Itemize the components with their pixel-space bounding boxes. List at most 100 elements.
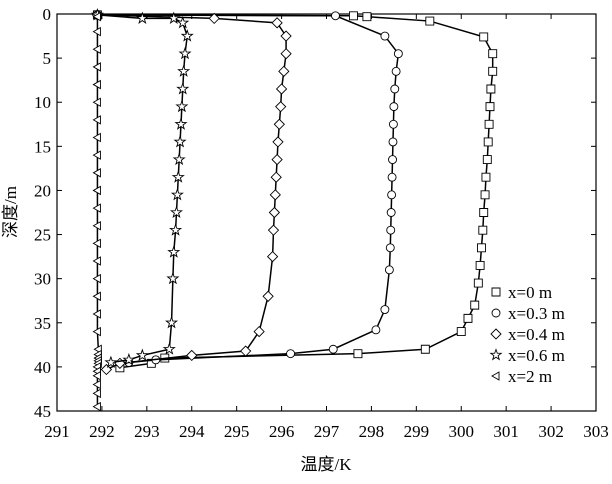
data-point [170,187,184,201]
data-point [286,349,296,359]
data-point [271,153,283,166]
y-tick-label: 5 [43,49,52,68]
data-point [280,48,292,60]
data-point [135,11,149,24]
data-point [167,11,181,24]
legend-label: x=0.6 m [508,346,565,365]
data-point [473,278,483,288]
data-point [135,348,149,361]
x-tick-label: 303 [583,422,609,441]
data-point [386,225,396,235]
x-tick-label: 293 [134,422,160,441]
data-point [456,327,466,337]
data-point [269,189,281,201]
data-point [122,352,136,366]
data-point [273,118,285,130]
data-point [479,32,489,42]
data-point [488,49,498,59]
y-tick-label: 20 [34,181,51,200]
data-point [484,119,494,129]
data-point [388,137,398,147]
data-point [391,66,401,76]
data-point [92,44,101,55]
data-point [380,31,390,41]
data-point [270,171,282,183]
data-point [387,190,397,200]
series-line [97,14,494,369]
data-point [253,325,265,338]
data-point [485,102,495,112]
data-point [349,11,358,21]
data-point [328,344,338,354]
data-point [174,117,188,130]
data-point [380,305,390,314]
data-point [278,65,290,77]
data-point [331,11,340,21]
data-point [262,290,274,302]
data-point [275,100,287,113]
data-point [477,243,486,253]
data-point [92,168,101,178]
x-tick-label: 292 [89,422,115,441]
data-point [393,49,403,59]
data-point [165,315,179,329]
x-tick-label: 299 [404,422,430,441]
data-point [178,46,192,60]
data-point [92,388,101,399]
data-point [389,102,399,112]
data-point [362,12,372,22]
y-tick-label: 35 [34,314,51,333]
data-point [92,220,101,231]
data-point [480,190,490,200]
y-tick-label: 45 [34,402,51,421]
y-axis-label: 深度/m [1,186,20,238]
legend-marker [491,287,501,297]
data-point [275,83,288,95]
data-point [388,119,398,129]
data-point [180,29,194,42]
x-tick-label: 295 [224,422,250,441]
data-point [478,225,488,235]
y-tick-label: 15 [34,137,51,156]
x-tick-label: 297 [314,422,340,441]
data-point [100,363,113,376]
data-point [420,344,430,354]
data-point [92,185,101,196]
data-point [266,250,279,263]
data-point [92,379,101,390]
data-point [92,291,101,302]
data-point [104,355,118,369]
data-point [162,342,176,355]
data-point [92,370,101,381]
data-point [240,345,252,357]
x-tick-label: 301 [493,422,519,441]
y-tick-label: 0 [43,5,52,24]
legend-marker [490,328,502,340]
data-point [175,99,189,113]
legend-marker [491,371,500,381]
data-point [92,150,101,160]
legend-marker [491,308,501,318]
data-point [463,313,473,323]
data-point [387,172,397,182]
data-point [176,82,190,95]
data-point [272,136,284,148]
x-tick-label: 296 [269,422,295,441]
data-point [167,245,181,258]
data-point [92,11,101,22]
data-point [173,135,187,148]
data-point [386,208,396,217]
data-point [171,170,185,183]
x-axis-label: 温度/K [301,455,353,474]
data-point [486,84,496,94]
data-point [488,66,498,76]
data-point [166,271,180,285]
x-tick-label: 302 [538,422,564,441]
series-line [97,14,189,364]
data-point [92,97,101,107]
data-point [371,325,381,335]
data-point [92,132,101,143]
data-point [92,62,101,72]
data-point [388,155,397,165]
